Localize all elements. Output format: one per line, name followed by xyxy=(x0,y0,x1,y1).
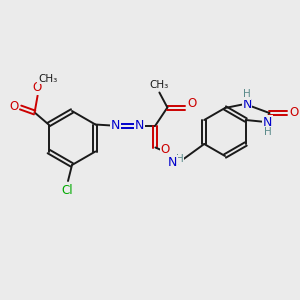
Text: O: O xyxy=(188,97,197,110)
Text: O: O xyxy=(161,143,170,156)
Text: O: O xyxy=(32,81,41,94)
Text: Cl: Cl xyxy=(61,184,73,196)
Text: O: O xyxy=(290,106,299,119)
Text: N: N xyxy=(135,119,144,132)
Text: H: H xyxy=(176,154,183,164)
Text: N: N xyxy=(111,119,120,132)
Text: H: H xyxy=(243,89,251,99)
Text: H: H xyxy=(264,127,272,137)
Text: O: O xyxy=(9,100,18,113)
Text: N: N xyxy=(263,116,272,128)
Text: CH₃: CH₃ xyxy=(38,74,57,83)
Text: N: N xyxy=(242,98,252,110)
Text: N: N xyxy=(168,156,177,169)
Text: CH₃: CH₃ xyxy=(150,80,169,89)
